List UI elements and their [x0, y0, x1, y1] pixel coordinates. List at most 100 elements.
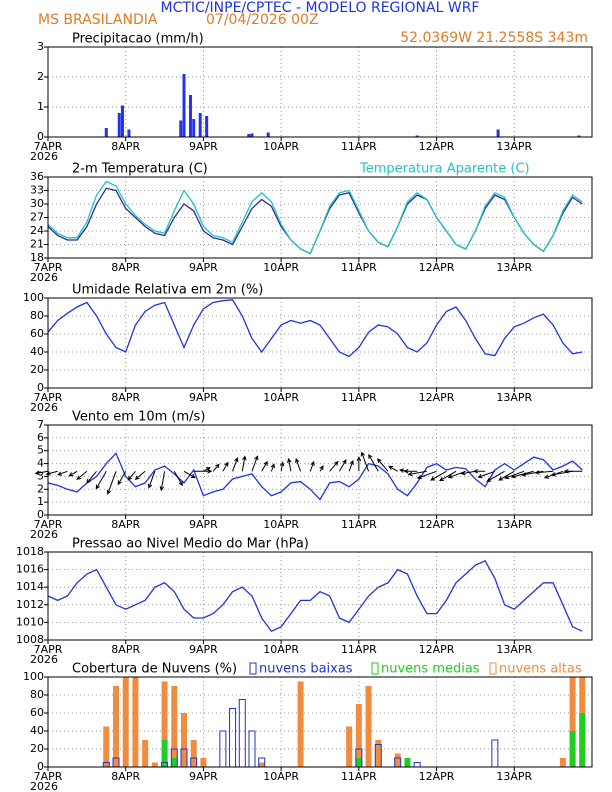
legend-label: nuvens medias: [381, 662, 480, 677]
x-tick-label: 11APR: [341, 391, 377, 404]
cloud-bar: [171, 758, 178, 767]
cloud-bar: [238, 699, 246, 768]
cloud-bar: [200, 758, 207, 767]
x-tick-label: 13APR: [496, 770, 532, 783]
x-tick-label: 10APR: [263, 140, 299, 153]
bar: [266, 132, 270, 137]
x-tick-label: 12APR: [419, 643, 455, 656]
bar: [120, 105, 124, 137]
wind-arrow: [534, 470, 554, 475]
wind-arrow: [388, 465, 398, 472]
cloud-bar: [113, 686, 119, 767]
cloud-bar: [122, 677, 129, 767]
wind-arrow: [127, 470, 136, 481]
x-year-label: 2026: [30, 401, 58, 414]
y-tick-label: 0: [37, 760, 44, 773]
cloud-bar: [346, 726, 353, 767]
panel-title: Vento em 10m (m/s): [72, 410, 205, 425]
wind-arrow: [173, 471, 183, 487]
x-year-label: 2026: [30, 271, 58, 284]
wind-arrow: [360, 451, 370, 472]
x-year-label: 2026: [30, 528, 58, 541]
wind-arrow: [241, 455, 247, 472]
bar: [188, 95, 192, 137]
x-tick-label: 11APR: [341, 770, 377, 783]
y-tick-label: 20: [30, 742, 44, 755]
y-tick-label: 1012: [16, 598, 44, 611]
y-tick-label: 40: [30, 724, 44, 737]
x-tick-label: 7APR: [34, 140, 63, 153]
cloud-bar: [355, 704, 362, 767]
y-tick-label: 7: [37, 418, 44, 431]
wind-arrow: [251, 455, 259, 472]
x-tick-label: 7APR: [34, 643, 63, 656]
wind-arrow: [212, 463, 220, 472]
x-tick-label: 8APR: [111, 140, 140, 153]
series-line: [47, 299, 583, 358]
y-tick-label: 60: [30, 327, 44, 340]
x-tick-label: 9APR: [189, 140, 218, 153]
cloud-bar: [190, 740, 197, 767]
cloud-bar: [132, 677, 139, 767]
cloud-bar: [142, 740, 149, 767]
y-tick-label: 3: [37, 469, 44, 482]
wind-arrow: [521, 470, 544, 477]
bar: [247, 134, 251, 137]
x-tick-label: 8APR: [111, 518, 140, 531]
y-tick-label: 0: [37, 130, 44, 143]
run-time: 07/04/2026 00Z: [206, 12, 319, 28]
cloud-bar: [413, 762, 421, 768]
legend-swatch: [489, 662, 497, 675]
x-tick-label: 9APR: [189, 770, 218, 783]
wind-arrow: [486, 470, 505, 482]
wind-arrow: [134, 470, 146, 481]
y-tick-label: 33: [30, 184, 44, 197]
wind-arrow: [203, 466, 211, 472]
x-tick-label: 11APR: [341, 261, 377, 274]
wind-arrow: [183, 470, 196, 479]
legend-swatch: [249, 662, 257, 675]
panel-frame: [47, 551, 593, 641]
x-tick-label: 10APR: [263, 518, 299, 531]
y-tick-label: 36: [30, 170, 44, 183]
wind-arrow: [279, 461, 285, 472]
x-tick-label: 9APR: [189, 643, 218, 656]
bar: [496, 129, 500, 137]
wind-arrow: [477, 470, 496, 479]
legend-label: nuvens altas: [499, 662, 582, 677]
x-tick-label: 10APR: [263, 643, 299, 656]
wind-arrow: [76, 470, 88, 481]
cloud-bar: [491, 739, 499, 768]
y-tick-label: 30: [30, 197, 44, 210]
legend-swatch: [371, 662, 379, 675]
panel-frame: [47, 176, 593, 259]
y-tick-label: 1010: [16, 615, 44, 628]
y-tick-label: 24: [30, 224, 44, 237]
wind-arrow: [86, 470, 97, 484]
x-tick-label: 11APR: [341, 518, 377, 531]
wind-arrow: [498, 470, 515, 481]
y-tick-label: 6: [37, 431, 44, 444]
x-tick-label: 12APR: [419, 391, 455, 404]
wind-arrow: [222, 461, 229, 472]
wind-arrow: [117, 471, 127, 486]
x-tick-label: 13APR: [496, 261, 532, 274]
wind-arrow: [377, 458, 389, 472]
y-tick-label: 80: [30, 309, 44, 322]
y-tick-label: 1016: [16, 563, 44, 576]
panel-title: Precipitacao (mm/h): [72, 32, 204, 47]
cloud-bar: [404, 758, 411, 767]
cloud-bar: [569, 731, 576, 767]
wind-arrow: [147, 471, 156, 489]
x-year-label: 2026: [30, 780, 58, 792]
x-tick-label: 7APR: [34, 391, 63, 404]
wind-arrow: [159, 471, 166, 492]
station-name: MS BRASILANDIA: [38, 12, 158, 28]
cloud-bar: [181, 713, 187, 767]
wind-arrow: [348, 459, 354, 472]
x-tick-label: 13APR: [496, 140, 532, 153]
wind-arrow: [416, 470, 437, 480]
bar: [205, 116, 209, 137]
wind-arrow: [319, 465, 324, 472]
